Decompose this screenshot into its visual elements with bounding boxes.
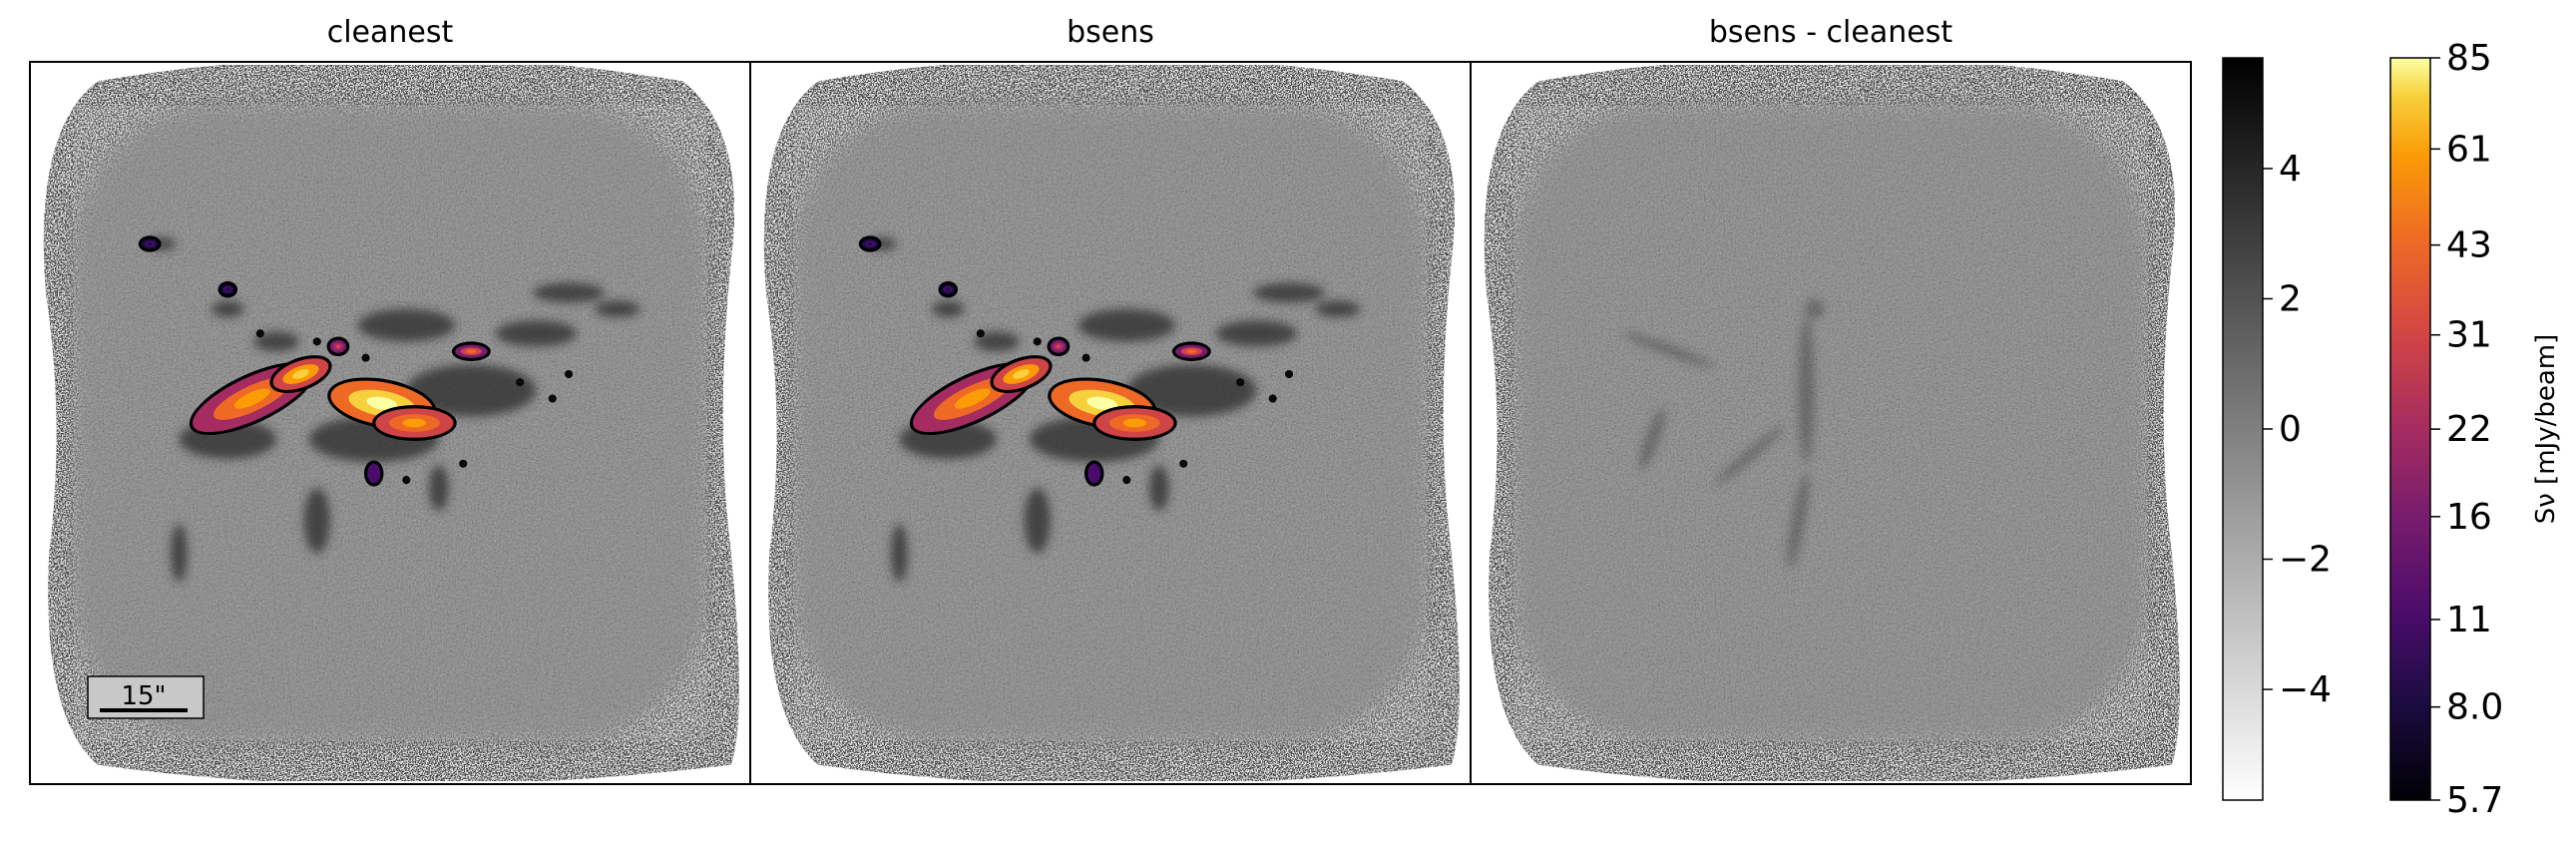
source-blob (363, 460, 384, 487)
panel-title: bsens (1067, 15, 1154, 50)
compact-source (1122, 476, 1131, 485)
scalebar-label: 15" (121, 681, 166, 711)
source-layer (138, 235, 574, 487)
compact-source (1236, 378, 1245, 387)
source-blob (1083, 460, 1104, 487)
source-blob (1171, 341, 1211, 361)
source-blob (217, 281, 238, 298)
compact-source (1268, 394, 1277, 403)
gray-colorbar-tick-label: 2 (2279, 278, 2302, 319)
compact-source (1033, 337, 1042, 346)
inferno-colorbar-tick-label: 5.7 (2446, 780, 2503, 821)
source-blob (326, 336, 350, 357)
inferno-colorbar-label: Sν [mJy/beam] (2531, 334, 2561, 524)
source-layer (858, 235, 1294, 487)
inferno-colorbar-tick-label: 16 (2446, 497, 2492, 538)
compact-source (1284, 369, 1294, 379)
panel-title: bsens - cleanest (1709, 15, 1952, 50)
gray-colorbar-gradient (2222, 57, 2264, 801)
gray-colorbar-tick-label: −2 (2279, 540, 2332, 581)
compact-source (516, 378, 525, 387)
source-blob (938, 281, 959, 298)
compact-source (564, 369, 574, 379)
source-blob (372, 405, 457, 441)
source-blob (451, 341, 491, 361)
mosaic-image (1484, 65, 2180, 781)
source-blob (990, 355, 1053, 394)
residual-structure (1622, 298, 1825, 570)
inferno-colorbar-tick-label: 8.0 (2446, 687, 2503, 728)
source-blob (1092, 405, 1177, 441)
panel-2: bsens (749, 15, 1472, 785)
source-blob (1047, 336, 1071, 357)
gray-colorbar-tick-label: −4 (2279, 669, 2332, 710)
colorbars: 4 2 0 −2 −4 85 61 43 31 22 16 11 8.0 5.7 Sν [mJy/beam] (2222, 38, 2561, 821)
inferno-colorbar-tick-label: 11 (2446, 600, 2492, 640)
gray-colorbar-tick-label: 4 (2279, 149, 2302, 190)
panel-1: cleanest 15" (29, 15, 751, 785)
mosaic-image (43, 65, 739, 781)
inferno-colorbar-tick-label: 61 (2446, 129, 2492, 170)
inferno-colorbar-tick-label: 22 (2446, 409, 2492, 450)
compact-source (361, 353, 370, 362)
source-blob (269, 355, 332, 394)
source-blob (138, 235, 162, 252)
inferno-colorbar-tick-label: 43 (2446, 225, 2492, 266)
gray-colorbar: 4 2 0 −2 −4 (2222, 57, 2332, 801)
compact-source (976, 329, 985, 338)
compact-source (1081, 353, 1090, 362)
compact-source (402, 476, 411, 485)
compact-source (312, 337, 321, 346)
compact-source (548, 394, 557, 403)
extended-emission (870, 236, 1361, 583)
panels: cleanest 15" bsens bsens - cleanest (29, 15, 2192, 785)
compact-source (459, 459, 468, 468)
compact-source (255, 329, 264, 338)
scalebar: 15" (87, 675, 205, 719)
inferno-colorbar-tick-label: 31 (2446, 315, 2492, 356)
panel-title: cleanest (327, 15, 454, 50)
compact-source (1179, 459, 1188, 468)
inferno-colorbar-gradient (2389, 57, 2431, 801)
inferno-colorbar: 85 61 43 31 22 16 11 8.0 5.7 Sν [mJy/beam] (2389, 38, 2561, 821)
source-blob (858, 235, 882, 252)
panel-frame (1470, 61, 2192, 785)
gray-colorbar-tick-label: 0 (2279, 409, 2302, 450)
panel-3: bsens - cleanest (1470, 15, 2192, 785)
mosaic-image (763, 65, 1460, 781)
inferno-colorbar-tick-label: 85 (2446, 38, 2492, 79)
